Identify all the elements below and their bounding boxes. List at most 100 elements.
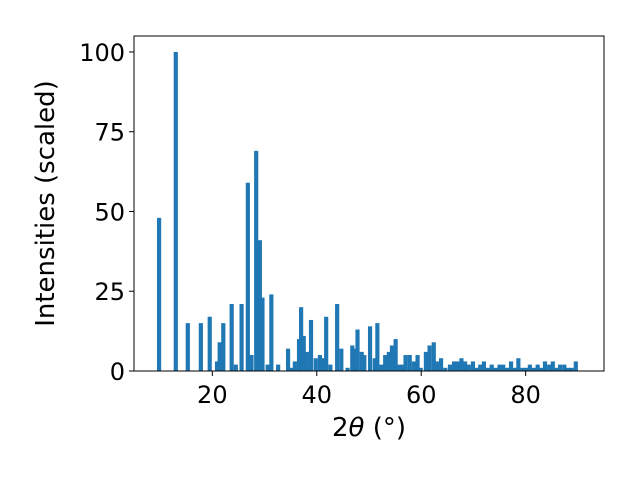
y-tick-label: 100 [79,39,125,67]
bar [214,361,220,371]
bar [285,348,291,371]
x-tick-label: 80 [510,381,541,409]
x-axis-label: 2θ (°) [332,413,406,443]
bar [443,367,448,371]
bar [485,367,491,371]
bar [554,367,559,371]
bar [550,361,555,371]
bar [531,367,537,371]
bar [497,364,502,371]
bar [396,364,401,371]
bar [565,367,571,371]
bar [423,351,429,371]
bar [245,182,250,371]
bar [217,342,222,371]
bar [547,364,552,371]
bar [418,367,423,371]
bar [233,364,238,371]
bar [269,294,274,371]
bar [313,358,318,371]
y-tick-label: 75 [94,119,125,147]
x-axis-label-prefix: 2 [331,413,349,443]
bar [328,364,333,371]
bar [434,361,439,371]
plot-area-frame [133,35,605,372]
bar [393,339,398,371]
bar [447,364,453,371]
x-tick-label: 20 [197,381,228,409]
bar [260,297,265,371]
bar [470,361,476,371]
bar [415,355,420,371]
bar [452,361,457,371]
bar [320,358,325,371]
bar [156,217,162,371]
bar [474,367,479,371]
bar [493,367,498,371]
bar [411,361,416,371]
bar [431,342,436,371]
bar [292,361,297,371]
bar [508,361,514,371]
bar [359,351,364,371]
bar [335,304,340,371]
bar [254,150,259,371]
bar [239,304,244,371]
x-tick-label: 60 [406,381,437,409]
bar [308,319,314,371]
bar [317,355,322,371]
x-axis-ticks: 20 40 60 80 [197,371,541,409]
bar [173,51,178,371]
bar [504,367,509,371]
bar [229,304,234,371]
bar [301,335,306,371]
y-axis-label: Intensities (scaled) [31,80,61,327]
bar [289,367,294,371]
bar [324,316,329,371]
bar [249,355,254,371]
bar-series [156,51,578,371]
bar [367,326,373,371]
y-axis-ticks: 0 25 50 75 100 [79,39,134,386]
bar [562,364,567,371]
bar [372,358,377,371]
bar [542,361,548,371]
bar [386,351,391,371]
bar [207,316,212,371]
y-tick-label: 50 [94,198,125,226]
bar [304,351,309,371]
x-tick-label: 40 [302,381,333,409]
bar [427,345,432,371]
bar [478,364,483,371]
bar [400,364,405,371]
bar [352,348,357,371]
bar [403,355,408,371]
bar [489,364,494,371]
bar [438,358,444,371]
y-tick-label: 0 [110,358,125,386]
bar [407,355,412,371]
bar [535,364,540,371]
bar [455,361,460,371]
x-axis-label-symbol: θ [348,413,365,443]
bar [339,348,344,371]
bar [299,307,304,371]
bar [198,323,203,371]
bar [379,364,384,371]
y-tick-label: 25 [94,278,125,306]
bar [569,367,574,371]
bar [573,361,578,371]
bar [375,323,380,371]
bar [355,329,360,371]
bar [276,364,281,371]
bar [345,367,350,371]
bar [516,358,521,371]
bar [257,240,262,371]
bar [520,367,525,371]
bar [524,367,529,371]
bar [539,367,544,371]
bar [389,345,395,371]
bar [463,361,468,371]
